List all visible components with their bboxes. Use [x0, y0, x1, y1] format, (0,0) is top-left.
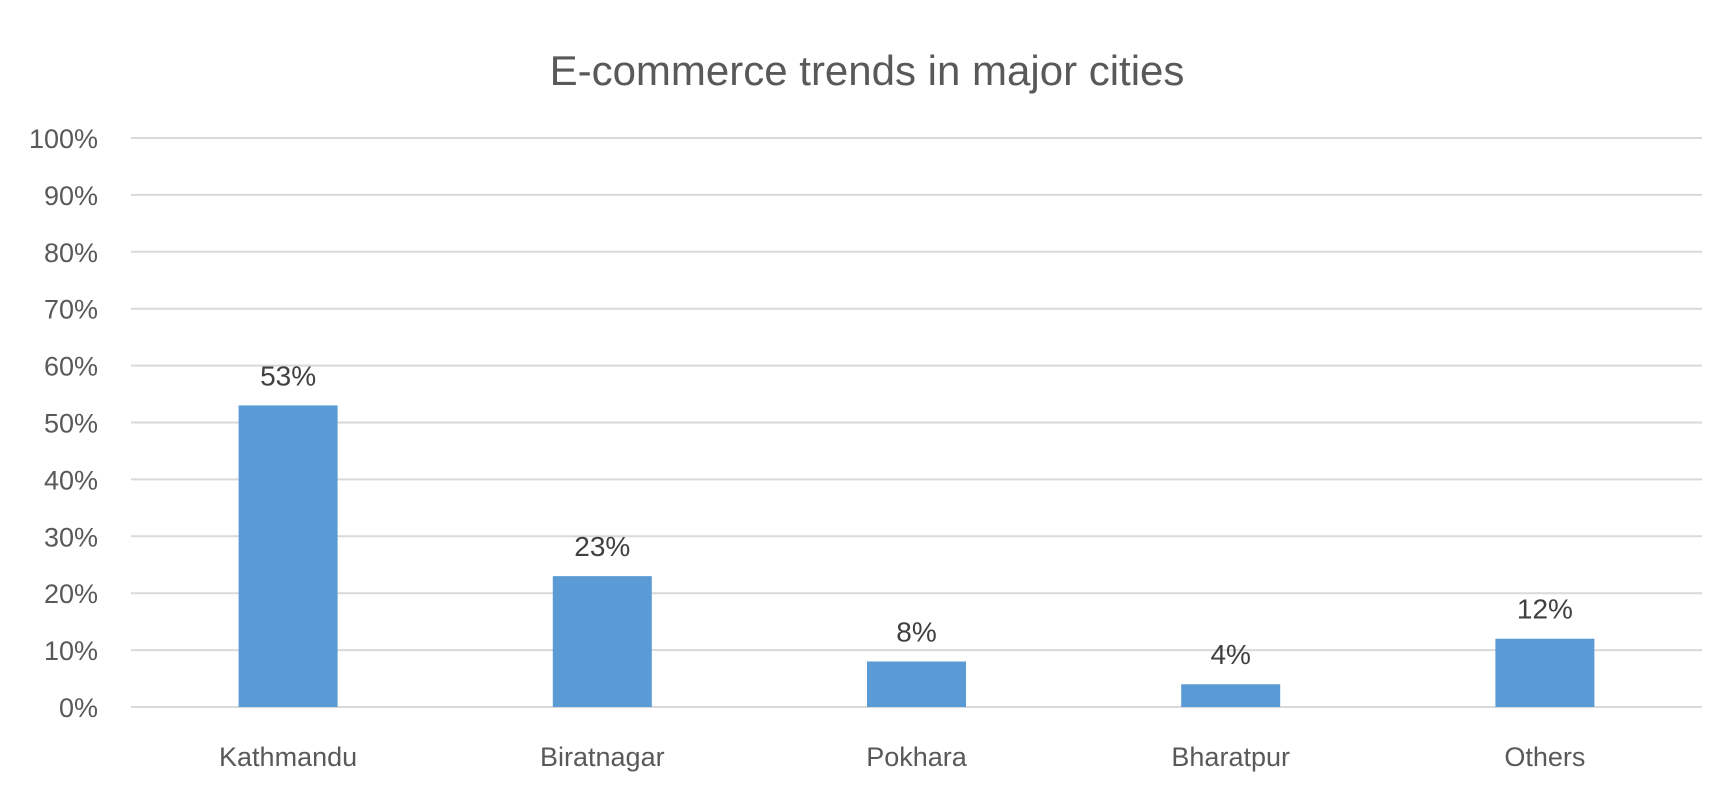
y-tick-label: 20%	[44, 579, 98, 609]
y-tick-label: 70%	[44, 295, 98, 325]
x-tick-label-bharatpur: Bharatpur	[1171, 742, 1290, 772]
data-labels: 53% 23% 8% 4% 12%	[260, 360, 1573, 670]
x-tick-label-biratnagar: Biratnagar	[540, 742, 665, 772]
x-tick-label-pokhara: Pokhara	[866, 742, 968, 772]
y-tick-label: 80%	[44, 238, 98, 268]
data-label-bharatpur: 4%	[1210, 639, 1250, 670]
bar-pokhara	[867, 661, 966, 707]
x-axis-category-labels: Kathmandu Biratnagar Pokhara Bharatpur Other…	[219, 742, 1585, 772]
data-label-pokhara: 8%	[896, 616, 936, 647]
y-tick-label: 50%	[44, 409, 98, 439]
y-tick-label: 100%	[29, 124, 98, 154]
y-tick-label: 60%	[44, 352, 98, 382]
y-tick-label: 0%	[59, 693, 98, 723]
bar-kathmandu	[238, 405, 338, 707]
x-tick-label-others: Others	[1504, 742, 1585, 772]
data-label-kathmandu: 53%	[260, 360, 316, 391]
x-tick-label-kathmandu: Kathmandu	[219, 742, 357, 772]
bar-others	[1495, 638, 1595, 707]
chart-title: E-commerce trends in major cities	[550, 47, 1185, 94]
y-tick-label: 90%	[44, 181, 98, 211]
y-tick-label: 30%	[44, 522, 98, 552]
bars	[238, 405, 1595, 707]
y-axis-tick-labels: 0% 10% 20% 30% 40% 50% 60% 70% 80% 90% 100%	[29, 124, 98, 723]
y-tick-label: 10%	[44, 636, 98, 666]
y-tick-label: 40%	[44, 465, 98, 495]
data-label-others: 12%	[1517, 594, 1573, 625]
bar-bharatpur	[1181, 684, 1281, 707]
data-label-biratnagar: 23%	[574, 531, 630, 562]
gridlines	[131, 137, 1702, 708]
bar-biratnagar	[552, 576, 652, 707]
